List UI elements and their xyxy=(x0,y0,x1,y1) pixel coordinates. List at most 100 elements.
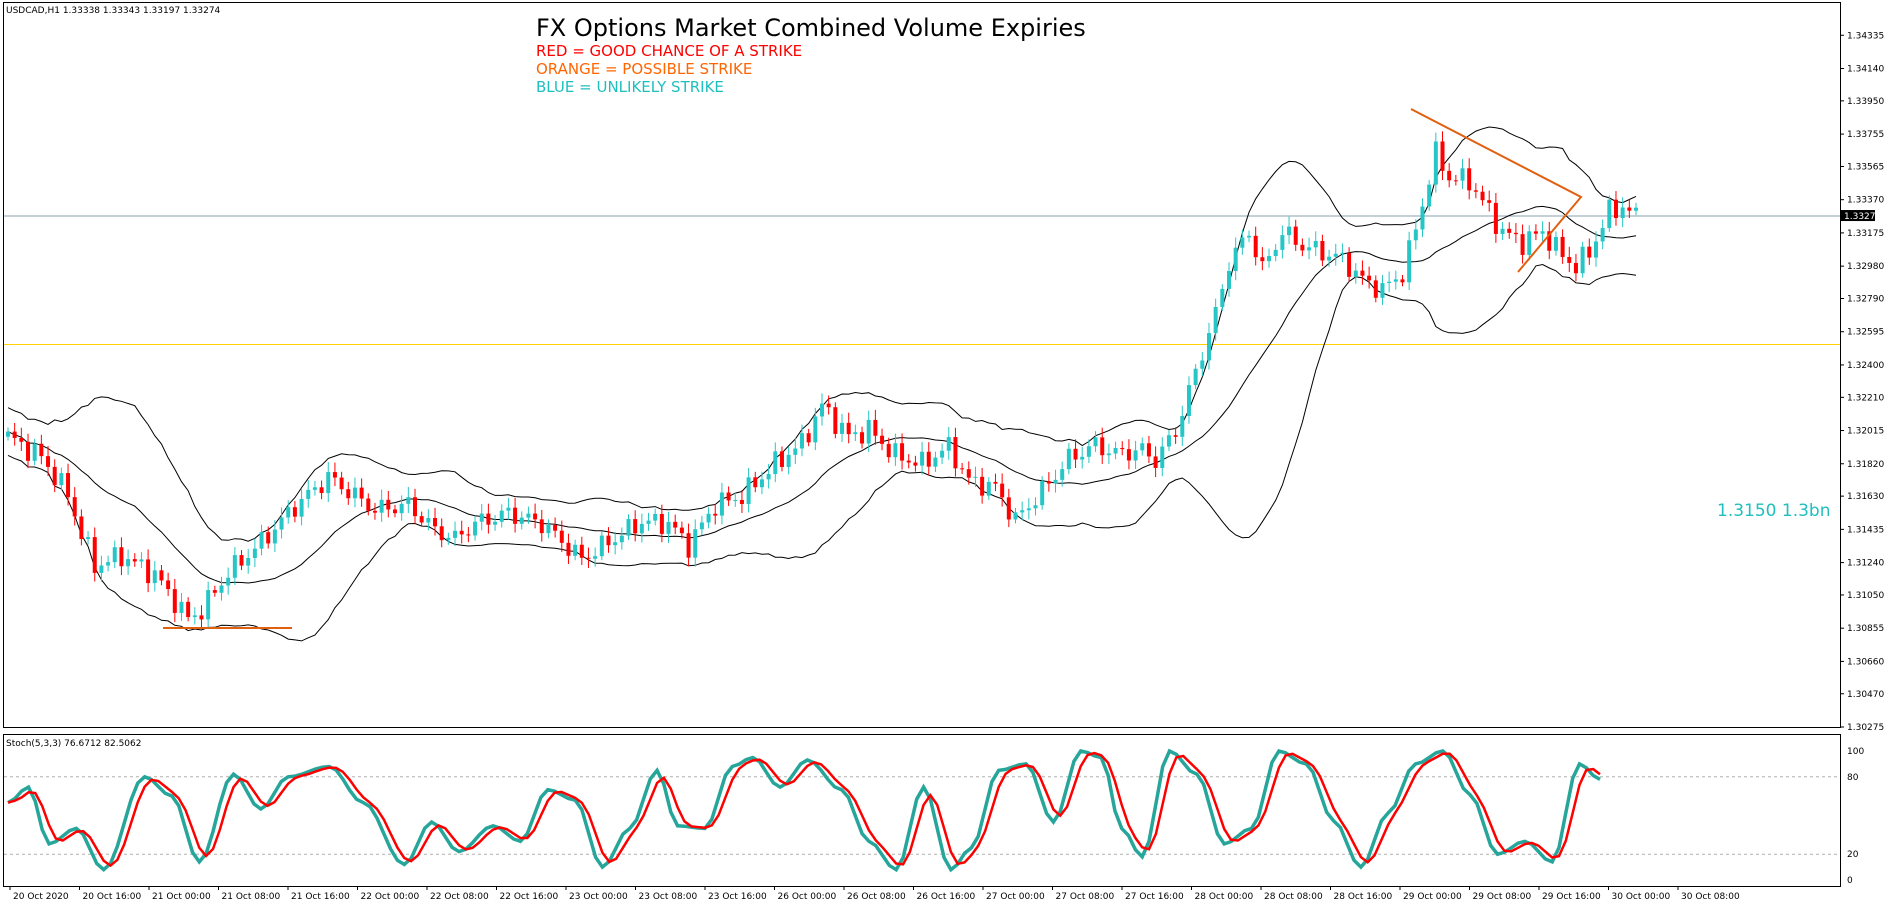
candle xyxy=(1333,243,1338,266)
price-tick-label: 1.33950 xyxy=(1847,97,1884,107)
candle xyxy=(1046,472,1051,492)
candle xyxy=(926,442,931,476)
candle xyxy=(79,509,84,546)
candle xyxy=(286,500,291,524)
candle-body xyxy=(1473,190,1478,192)
time-tick-label: 27 Oct 16:00 xyxy=(1125,892,1184,902)
price-tick-label: 1.34140 xyxy=(1847,64,1884,74)
candle-body xyxy=(1493,202,1498,234)
candle-body xyxy=(146,559,151,584)
candle-body xyxy=(132,559,137,562)
candle xyxy=(1407,231,1412,290)
candle xyxy=(1600,219,1605,250)
candle-body xyxy=(219,585,224,593)
time-tick-label: 26 Oct 08:00 xyxy=(847,892,906,902)
time-tick-label: 23 Oct 00:00 xyxy=(569,892,628,902)
candle-body xyxy=(1193,368,1198,386)
candle-body xyxy=(459,530,464,535)
candle-body xyxy=(1627,207,1632,211)
candle-body xyxy=(499,510,504,522)
candle xyxy=(106,555,111,572)
candle xyxy=(312,480,317,496)
candle xyxy=(199,605,204,629)
candle xyxy=(599,531,604,561)
candle xyxy=(473,515,478,541)
price-tick-label: 1.31630 xyxy=(1847,492,1884,502)
candle xyxy=(1520,224,1525,264)
time-tick-label: 21 Oct 16:00 xyxy=(291,892,350,902)
candle xyxy=(212,585,217,597)
candle xyxy=(1287,216,1292,245)
candle-body xyxy=(1347,252,1352,277)
candle-body xyxy=(546,524,551,534)
candle-body xyxy=(6,431,10,437)
time-axis[interactable]: 20 Oct 2020 20 Oct 16:00 21 Oct 00:00 21 Oc… xyxy=(9,886,1740,902)
candle-body xyxy=(1280,235,1285,250)
candle-body xyxy=(826,403,831,408)
price-axis[interactable]: 1.34335 1.34140 1.33950 1.33755 1.33565 1.333… xyxy=(1840,31,1884,733)
candle-body xyxy=(1000,483,1005,498)
candle-body xyxy=(1387,281,1392,284)
candle-body xyxy=(1106,453,1111,456)
candle xyxy=(319,480,324,500)
candle-body xyxy=(759,479,764,488)
candle xyxy=(1247,230,1252,243)
candle xyxy=(866,410,871,452)
candle-body xyxy=(566,542,571,556)
candle-body xyxy=(1447,170,1452,181)
candle-body xyxy=(1206,333,1211,361)
candle xyxy=(880,428,885,451)
candle xyxy=(533,503,538,529)
candle-body xyxy=(1287,226,1292,236)
candle xyxy=(900,433,905,470)
candle xyxy=(1080,446,1085,469)
candle xyxy=(132,553,137,567)
candle-body xyxy=(1460,168,1465,181)
candle-body xyxy=(1080,456,1085,460)
candle-body xyxy=(860,432,865,444)
candle xyxy=(1367,266,1372,289)
triangle-trendline[interactable] xyxy=(1410,108,1583,273)
candle-body xyxy=(726,492,731,501)
candle-body xyxy=(739,500,744,504)
candle-body xyxy=(1220,288,1225,307)
candle-body xyxy=(973,476,978,478)
candle xyxy=(1433,132,1438,193)
candle-body xyxy=(886,443,891,458)
time-tick-label: 23 Oct 16:00 xyxy=(708,892,767,902)
candle xyxy=(1493,193,1498,243)
candle xyxy=(1613,191,1618,226)
candle xyxy=(1627,199,1632,219)
candle-body xyxy=(553,524,558,531)
candle xyxy=(546,519,551,539)
candle xyxy=(679,521,684,539)
candle-body xyxy=(1146,443,1151,457)
candle xyxy=(272,520,277,552)
trend-lines[interactable] xyxy=(163,108,1583,629)
candle-body xyxy=(940,450,945,458)
candle xyxy=(52,459,57,492)
candle xyxy=(1146,435,1151,464)
candle-body xyxy=(519,517,524,524)
candle xyxy=(840,413,845,443)
candle xyxy=(1347,247,1352,282)
candle xyxy=(1000,473,1005,507)
stoch-levels xyxy=(4,776,1840,855)
candle xyxy=(379,489,384,522)
candle xyxy=(159,564,164,586)
candle-body xyxy=(980,476,985,496)
candle-body xyxy=(326,472,331,494)
price-tick-label: 1.31435 xyxy=(1847,525,1884,535)
candle xyxy=(566,533,571,564)
candle xyxy=(1587,238,1592,265)
candle-body xyxy=(1373,280,1378,298)
candle-body xyxy=(372,510,377,513)
candle-body xyxy=(1126,449,1131,461)
candle xyxy=(1480,185,1485,206)
candle xyxy=(92,527,97,582)
candle-body xyxy=(539,519,544,534)
candle-body xyxy=(646,520,651,524)
candle xyxy=(493,514,498,531)
candle xyxy=(726,486,731,506)
candle xyxy=(386,491,391,518)
